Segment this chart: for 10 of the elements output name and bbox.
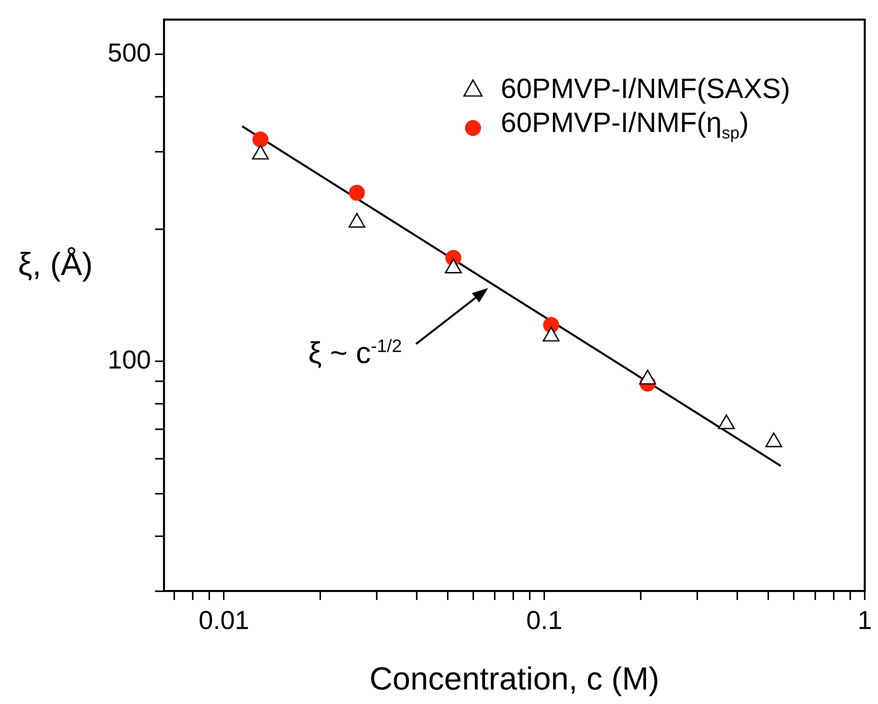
x-axis-title: Concentration, c (M) — [369, 660, 660, 697]
legend-label: 60PMVP-I/NMF(η$_{sp}$) — [500, 106, 749, 144]
annotation: ξ ~ c$^{-1/2}$ — [308, 336, 402, 372]
y-tick-label: 500 — [108, 38, 151, 68]
legend-label: 60PMVP-I/NMF(SAXS) — [500, 72, 790, 106]
y-axis-title: ξ, (Å) — [18, 246, 93, 284]
x-tick-label: 1 — [858, 604, 872, 635]
x-tick-label: 0.01 — [198, 604, 250, 635]
x-tick-label: 0.1 — [526, 604, 562, 635]
y-tick-label: 100 — [108, 344, 151, 375]
